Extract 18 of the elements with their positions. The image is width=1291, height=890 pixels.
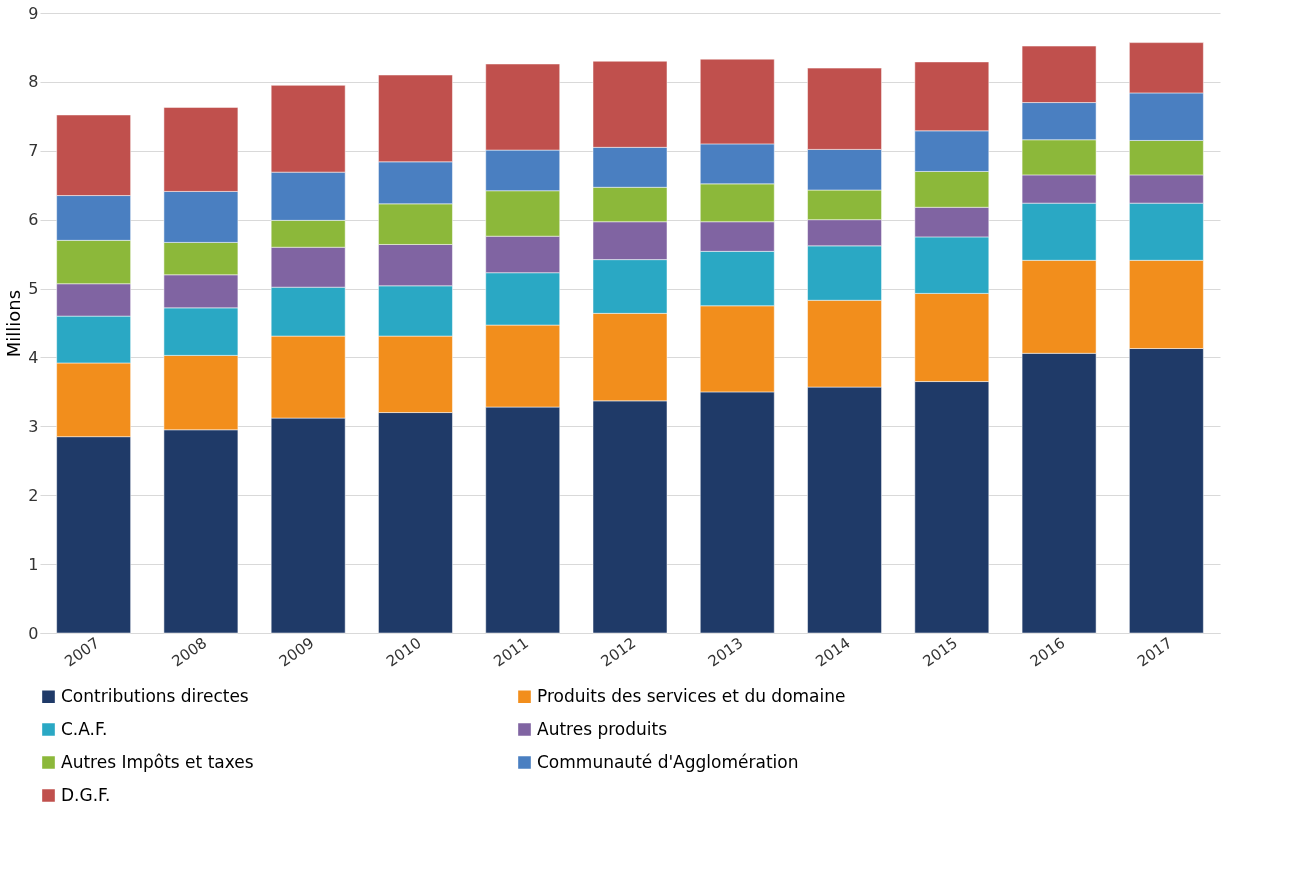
y-tick-label: 4 <box>28 347 39 367</box>
y-tick-label: 7 <box>28 141 39 161</box>
legend-label: Contributions directes <box>61 685 249 706</box>
y-tick-label: 3 <box>28 416 39 436</box>
legend-label: Communauté d'Agglomération <box>537 751 799 772</box>
y-tick-label: 1 <box>28 554 39 574</box>
legend-label: D.G.F. <box>61 784 111 805</box>
y-tick-label: 6 <box>28 210 39 230</box>
y-axis-title: Millions <box>3 289 25 358</box>
y-tick-label: 2 <box>28 485 39 505</box>
legend-label: C.A.F. <box>61 718 108 739</box>
legend-label: Produits des services et du domaine <box>537 685 846 706</box>
y-tick-label: 8 <box>28 72 39 92</box>
legend-label: Autres produits <box>537 718 668 739</box>
legend-label: Autres Impôts et taxes <box>61 751 254 772</box>
y-tick-label: 9 <box>28 3 39 23</box>
y-tick-label: 5 <box>28 279 39 299</box>
y-tick-label: 0 <box>28 623 39 643</box>
